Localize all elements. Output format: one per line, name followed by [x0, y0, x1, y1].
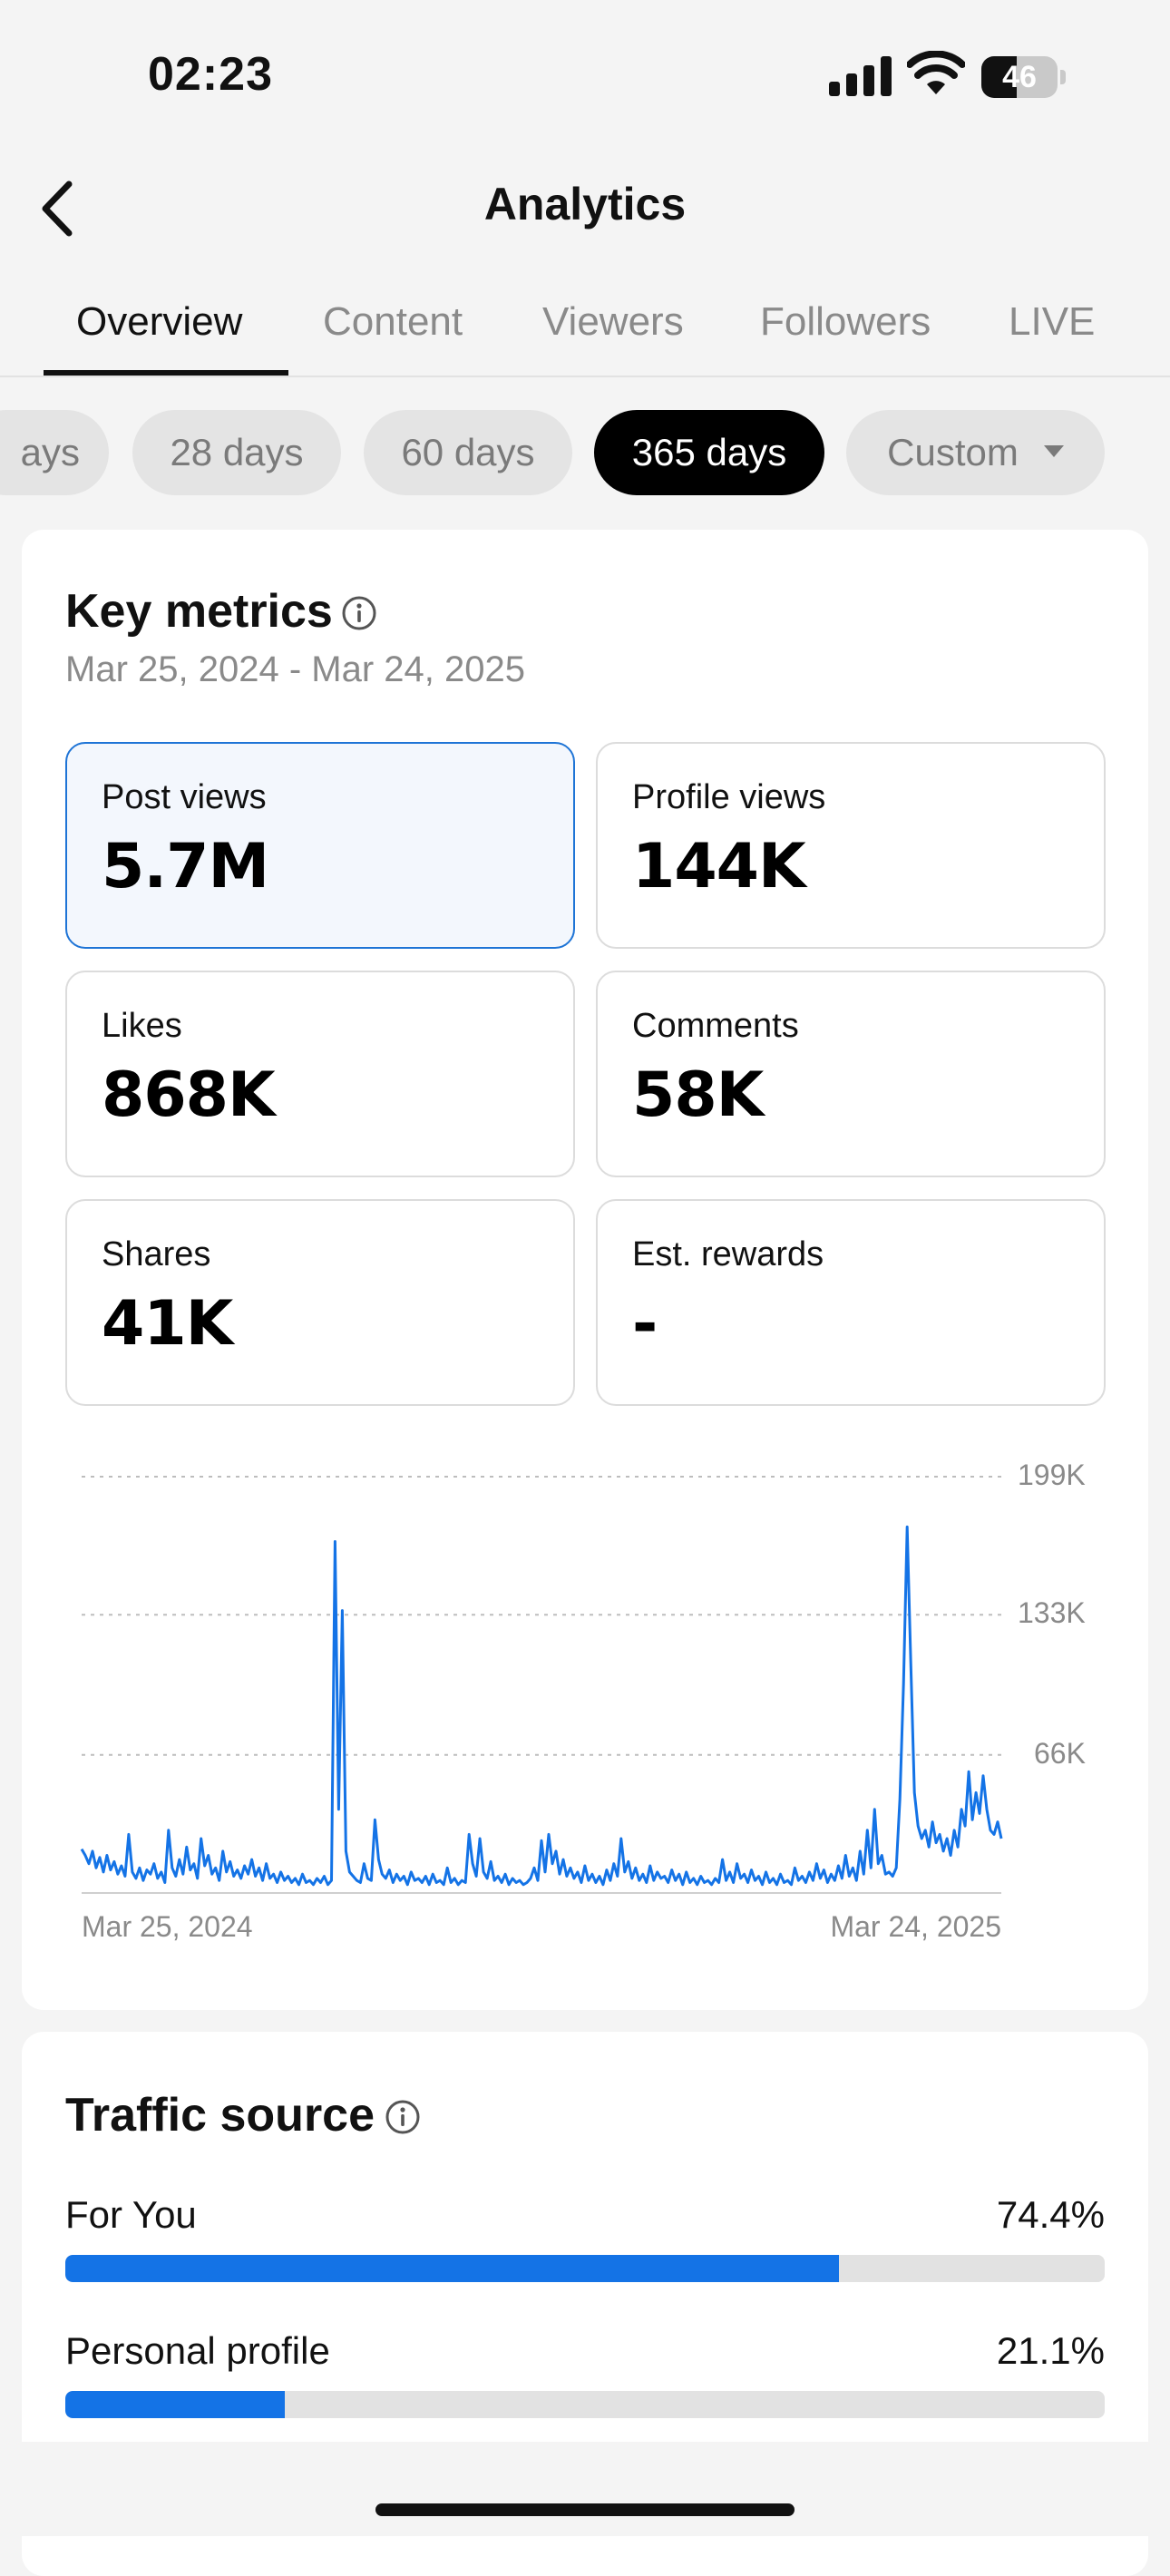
range-chip-label: ays	[20, 431, 80, 473]
metric-post-views[interactable]: Post views 5.7M	[65, 742, 575, 949]
tab-content[interactable]: Content	[323, 299, 463, 344]
range-chip-label: 60 days	[401, 431, 535, 473]
dropdown-caret-icon	[1043, 445, 1064, 458]
traffic-bar-personal-profile	[65, 2391, 1105, 2418]
info-icon[interactable]	[341, 595, 377, 631]
metric-value: 868K	[102, 1059, 276, 1131]
post-views-chart[interactable]	[0, 1442, 1170, 1950]
x-axis-end-label: Mar 24, 2025	[830, 1910, 1001, 1943]
metric-label: Profile views	[632, 778, 826, 816]
traffic-bar-fill	[65, 2391, 285, 2418]
x-axis-start-label: Mar 25, 2024	[82, 1910, 253, 1943]
range-chip-custom[interactable]: Custom	[846, 410, 1105, 495]
traffic-source-title: Traffic source	[65, 2089, 375, 2142]
traffic-label-for-you: For You	[65, 2193, 197, 2236]
range-chip-60-days[interactable]: 60 days	[364, 410, 572, 495]
range-chip-label: Custom	[887, 431, 1019, 473]
cellular-signal-icon	[829, 56, 892, 96]
tab-viewers[interactable]: Viewers	[542, 299, 684, 344]
metric-value: 58K	[632, 1059, 764, 1131]
home-indicator[interactable]	[375, 2503, 795, 2516]
range-chip-7-days[interactable]: ays	[0, 410, 109, 495]
metric-profile-views[interactable]: Profile views 144K	[596, 742, 1106, 949]
metric-label: Shares	[102, 1235, 211, 1273]
status-time: 02:23	[148, 48, 273, 101]
active-tab-indicator	[44, 370, 288, 376]
battery-level: 46	[1002, 60, 1037, 94]
metric-value: -	[632, 1288, 658, 1360]
key-metrics-title: Key metrics	[65, 585, 333, 638]
y-tick-label: 66K	[1034, 1736, 1086, 1770]
traffic-value-personal-profile: 21.1%	[996, 2329, 1105, 2372]
traffic-bar-for-you	[65, 2255, 1105, 2282]
metric-shares[interactable]: Shares 41K	[65, 1199, 575, 1406]
traffic-bar-fill	[65, 2255, 839, 2282]
metric-label: Comments	[632, 1007, 799, 1045]
metric-comments[interactable]: Comments 58K	[596, 971, 1106, 1177]
range-chip-label: 28 days	[170, 431, 304, 473]
page-title: Analytics	[483, 179, 687, 229]
y-tick-label: 133K	[1018, 1596, 1086, 1630]
traffic-label-personal-profile: Personal profile	[65, 2329, 330, 2372]
tab-live[interactable]: LIVE	[1009, 299, 1096, 344]
series-line	[80, 1525, 1003, 1887]
metric-label: Likes	[102, 1007, 182, 1045]
tab-followers[interactable]: Followers	[760, 299, 931, 344]
back-arrow-icon[interactable]	[36, 177, 82, 240]
y-tick-label: 199K	[1018, 1459, 1086, 1491]
home-area	[0, 2442, 1170, 2536]
traffic-value-for-you: 74.4%	[996, 2193, 1105, 2236]
range-chip-label: 365 days	[631, 431, 787, 473]
tabs-divider	[0, 376, 1170, 377]
metric-value: 144K	[632, 831, 806, 903]
metric-likes[interactable]: Likes 868K	[65, 971, 575, 1177]
wifi-icon	[907, 51, 965, 94]
range-chip-365-days[interactable]: 365 days	[594, 410, 824, 495]
metric-est-rewards[interactable]: Est. rewards -	[596, 1199, 1106, 1406]
metric-value: 5.7M	[102, 831, 269, 903]
metric-label: Post views	[102, 778, 267, 816]
battery-icon: 46	[981, 56, 1066, 98]
info-icon[interactable]	[385, 2099, 421, 2135]
tab-overview[interactable]: Overview	[76, 299, 243, 344]
date-range: Mar 25, 2024 - Mar 24, 2025	[65, 649, 525, 689]
range-chip-28-days[interactable]: 28 days	[132, 410, 341, 495]
metric-label: Est. rewards	[632, 1235, 824, 1273]
metric-value: 41K	[102, 1288, 233, 1360]
